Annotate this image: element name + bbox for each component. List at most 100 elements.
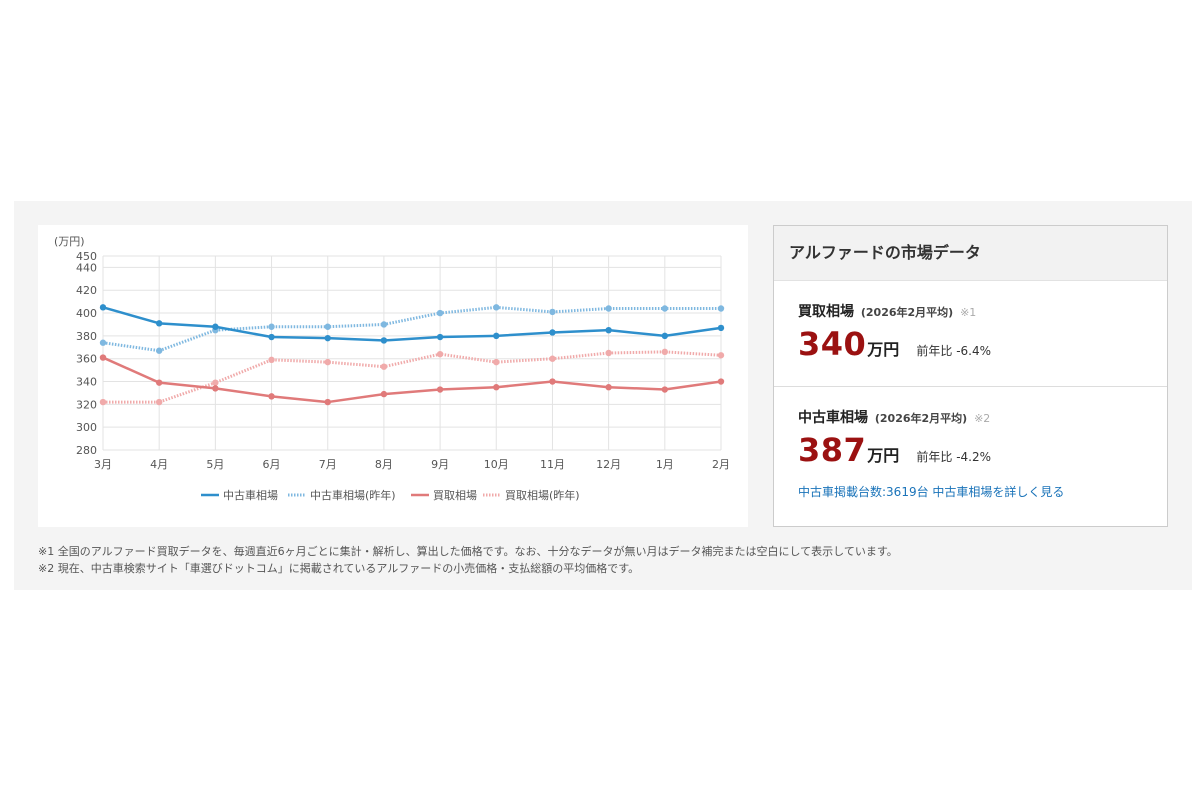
x-tick-label: 8月 (375, 458, 393, 471)
used-price-detail-link[interactable]: 中古車相場を詳しく見る (932, 485, 1065, 499)
data-point-series-0 (549, 329, 556, 336)
data-point-series-1 (436, 309, 444, 317)
data-point-series-3 (717, 352, 725, 359)
y-tick-label: 440 (76, 261, 97, 274)
used-price-label: 中古車相場 (798, 410, 868, 426)
data-point-series-1 (380, 321, 388, 328)
data-point-series-3 (380, 363, 388, 370)
buy-price-note: ※1 (960, 306, 977, 319)
legend-label: 買取相場(昨年) (505, 488, 580, 502)
price-trend-chart-card: 280 300 320 340 360 380 400 420 440 450 3月 4月 5月 6月 7月… (38, 225, 748, 527)
data-point-series-1 (717, 305, 725, 312)
y-tick-label: 340 (76, 376, 97, 389)
footnote-2: ※2 現在、中古車検索サイト「車選びドットコム」に掲載されているアルファードの小… (38, 562, 640, 575)
buy-price-unit: 万円 (867, 340, 900, 359)
data-point-series-0 (155, 320, 163, 327)
y-tick-label: 280 (76, 444, 97, 457)
data-point-series-0 (324, 334, 331, 342)
data-point-series-2 (155, 379, 163, 386)
data-point-series-2 (605, 384, 612, 391)
data-point-series-3 (155, 398, 163, 406)
y-tick-label: 380 (76, 330, 97, 343)
x-tick-label: 5月 (206, 458, 224, 471)
data-point-series-3 (99, 398, 107, 406)
data-point-series-0 (268, 333, 275, 341)
buy-price-period: (2026年2月平均) (860, 306, 954, 319)
series-line-0 (102, 306, 722, 342)
listing-count-link[interactable]: 中古車掲載台数:3619台 (798, 485, 929, 499)
x-tick-label: 3月 (94, 458, 112, 471)
used-car-links: 中古車掲載台数:3619台 中古車相場を詳しく見る (798, 483, 1167, 500)
market-data-card: アルファードの市場データ 買取相場 (2026年2月平均) ※1 340万円 前… (773, 225, 1168, 527)
series-line-1 (102, 305, 721, 353)
used-price-heading: 中古車相場 (2026年2月平均) ※2 (798, 387, 1167, 427)
y-tick-label: 320 (76, 398, 97, 411)
data-point-series-0 (605, 326, 612, 334)
data-point-series-1 (99, 339, 107, 346)
series-line-3 (103, 350, 722, 404)
data-point-series-3 (605, 349, 612, 357)
data-point-series-2 (661, 386, 669, 393)
y-tick-label: 360 (76, 353, 97, 366)
footnotes: ※1 全国のアルファード買取データを、毎週直近6ヶ月ごとに集計・解析し、算出した… (38, 543, 898, 577)
used-price-value: 387 (798, 431, 867, 469)
x-tick-label: 12月 (596, 458, 621, 471)
data-point-series-1 (324, 323, 331, 330)
legend-label: 中古車相場 (223, 488, 278, 502)
x-tick-label: 10月 (484, 458, 509, 471)
x-tick-label: 4月 (150, 458, 168, 471)
market-data-panel: 280 300 320 340 360 380 400 420 440 450 3月 4月 5月 6月 7月… (14, 201, 1192, 590)
data-point-series-3 (436, 350, 444, 358)
data-point-series-0 (99, 304, 107, 311)
used-price-yoy: 前年比 -4.2% (916, 450, 992, 464)
buy-price-label: 買取相場 (798, 304, 854, 320)
data-point-series-0 (717, 324, 725, 332)
market-card-title: アルファードの市場データ (774, 226, 1167, 281)
footnote-1: ※1 全国のアルファード買取データを、毎週直近6ヶ月ごとに集計・解析し、算出した… (38, 545, 898, 558)
data-point-series-3 (661, 348, 669, 356)
data-point-series-3 (268, 356, 275, 364)
data-point-series-2 (493, 384, 500, 391)
data-point-series-1 (661, 305, 669, 312)
y-tick-label: 450 (76, 250, 97, 263)
used-price-period: (2026年2月平均) (874, 412, 968, 425)
x-tick-label: 7月 (319, 458, 337, 471)
buy-price-yoy: 前年比 -6.4% (916, 344, 992, 358)
x-tick-label: 1月 (656, 458, 674, 471)
used-price-value-row: 387万円 前年比 -4.2% (798, 431, 1167, 469)
legend-label: 中古車相場(昨年) (310, 488, 396, 502)
data-point-series-2 (380, 390, 388, 398)
buy-price-value-row: 340万円 前年比 -6.4% (798, 325, 1167, 363)
data-point-series-2 (324, 398, 331, 406)
series-line-2 (102, 356, 722, 404)
buy-price-heading: 買取相場 (2026年2月平均) ※1 (798, 281, 1167, 321)
data-point-series-2 (212, 385, 219, 392)
data-point-series-2 (436, 386, 444, 393)
x-tick-label: 9月 (431, 458, 449, 471)
data-point-series-0 (661, 332, 669, 340)
x-tick-label: 11月 (540, 458, 565, 471)
y-tick-label: 420 (76, 284, 97, 297)
data-point-series-1 (605, 305, 612, 312)
data-point-series-3 (324, 358, 331, 366)
x-tick-label: 2月 (712, 458, 730, 471)
data-point-series-1 (268, 323, 275, 330)
buy-price-value: 340 (798, 325, 867, 363)
y-axis-unit-label: (万円) (54, 235, 85, 248)
data-point-series-2 (268, 393, 275, 400)
data-point-series-3 (549, 355, 556, 362)
data-point-series-0 (380, 337, 388, 344)
data-point-series-0 (436, 333, 444, 341)
data-point-series-1 (493, 304, 500, 311)
data-point-series-2 (549, 378, 556, 385)
data-point-series-1 (155, 347, 163, 354)
data-point-series-1 (549, 308, 556, 316)
data-point-series-3 (212, 379, 219, 386)
data-point-series-0 (493, 332, 500, 340)
y-tick-label: 300 (76, 421, 97, 434)
data-point-series-2 (99, 354, 107, 361)
data-point-series-3 (493, 358, 500, 366)
legend-label: 買取相場 (433, 489, 477, 502)
used-price-note: ※2 (974, 412, 991, 425)
